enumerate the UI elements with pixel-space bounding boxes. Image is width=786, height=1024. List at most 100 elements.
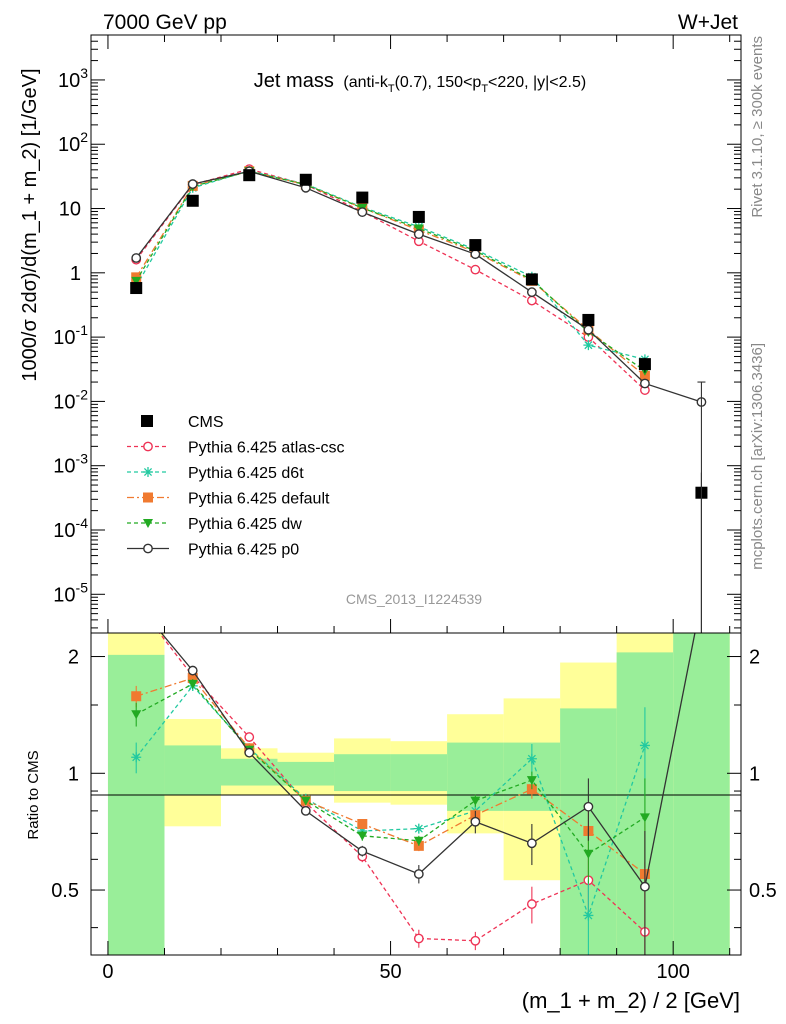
data-point: [638, 358, 651, 371]
series-marker-1: [583, 340, 594, 351]
data-point: [412, 210, 425, 223]
ratio-marker-3: [187, 679, 198, 689]
series-marker-4: [131, 253, 142, 263]
y-tick-label: 10: [59, 199, 81, 221]
ratio-tick-label: 2: [68, 647, 79, 669]
ratio-tick-label: 1: [68, 763, 79, 785]
ratio-band-green: [673, 633, 730, 955]
main-series: [131, 164, 707, 407]
data-point: [243, 169, 256, 182]
ratio-marker-4: [583, 801, 594, 812]
ratio-line-3: [135, 683, 646, 855]
series-marker-3: [413, 224, 424, 234]
legend-label-0: Pythia 6.425 atlas-csc: [188, 440, 345, 457]
ratio-marker-4: [470, 816, 481, 827]
legend-label-4: Pythia 6.425 p0: [188, 542, 299, 559]
legend-label-cms: CMS: [188, 414, 224, 431]
ratio-marker-1: [639, 740, 650, 751]
series-line-2: [135, 170, 646, 377]
chart-title-sub-a: T: [388, 83, 395, 95]
series-marker-3: [131, 276, 142, 286]
chart-title: Jet mass (anti-kT(0.7), 150<pT<220, |y|<…: [254, 70, 586, 95]
x-tick-label: 100: [656, 961, 689, 983]
ratio-marker-3: [526, 776, 537, 786]
y-tick-label: 102: [58, 129, 88, 156]
ratio-line-2: [136, 677, 646, 875]
series-marker-4: [470, 249, 481, 260]
ratio-y-axis-label: Ratio to CMS: [25, 750, 42, 839]
y-axis-label: 1000/σ 2dσ)/d(m_1 + m_2) [1/GeV]: [19, 68, 41, 381]
series-marker-4: [187, 179, 198, 189]
y-tick-label: 10-4: [53, 515, 88, 542]
data-point: [356, 191, 369, 204]
ratio-marker-0: [526, 899, 537, 909]
legend-marker-cms: [141, 415, 153, 427]
ratio-band-green: [390, 754, 448, 792]
y-tick-label: 10-2: [53, 386, 88, 413]
y-tick-label: 10-5: [53, 579, 88, 606]
ratio-marker-0: [244, 732, 255, 742]
data-point: [525, 273, 538, 286]
ratio-marker-3: [300, 796, 311, 806]
ratio-band-green: [164, 745, 221, 795]
series-line-4: [135, 170, 702, 403]
ratio-marker-3: [583, 849, 594, 859]
y-tick-label: 103: [58, 65, 88, 92]
y-tick-label: 1: [70, 263, 81, 285]
legend-label-1: Pythia 6.425 d6t: [188, 465, 304, 482]
series-line-3: [135, 170, 646, 372]
legend-label-2: Pythia 6.425 default: [188, 491, 330, 508]
ratio-marker-4: [640, 881, 650, 892]
ratio-marker-4: [132, 599, 140, 607]
chart-title-main: Jet mass: [254, 70, 334, 92]
ratio-marker-4: [300, 805, 311, 816]
legend-marker-4: [143, 543, 153, 554]
chart-title-detail-b: (0.7), 150<p: [395, 74, 482, 91]
ratio-marker-3: [357, 831, 368, 841]
legend-marker-1: [143, 467, 153, 477]
header-right-label: W+Jet: [678, 11, 738, 34]
ratio-plot-frame: [90, 632, 742, 956]
ratio-marker-0: [132, 599, 140, 607]
ratio-marker-1: [583, 910, 594, 921]
ratio-tick-label-right: 2: [749, 647, 760, 669]
ratio-band-green: [334, 754, 391, 792]
axes-ticks: 0 50 100 10-5 10-4 10-3 10-2 10-1 1 10 102 103 0.5 0.…: [51, 34, 777, 983]
ratio-marker-3: [413, 836, 424, 846]
legend-marker-3: [143, 519, 153, 528]
ratio-marker-2: [357, 819, 368, 830]
series-marker-4: [526, 287, 537, 298]
data-points: [130, 169, 708, 633]
legend-marker-2: [143, 492, 153, 503]
series-marker-4: [357, 207, 368, 217]
chart-title-sub-b: T: [481, 83, 488, 95]
ratio-series: [131, 599, 696, 955]
series-marker-0: [526, 295, 537, 306]
series-marker-4: [413, 229, 424, 240]
ratio-tick-label: 0.5: [51, 880, 79, 902]
chart-title-detail-c: <220, |y|<2.5): [488, 74, 586, 91]
series-marker-4: [640, 378, 650, 389]
ratio-tick-label-right: 0.5: [749, 880, 777, 902]
legend-label-3: Pythia 6.425 dw: [188, 516, 302, 533]
ratio-marker-2: [131, 691, 142, 702]
ratio-marker-0: [470, 935, 481, 946]
ratio-marker-4: [526, 838, 537, 849]
ratio-uncertainty-bands: [107, 633, 730, 955]
data-point: [130, 282, 143, 295]
ratio-marker-4: [244, 747, 255, 758]
data-point: [299, 173, 312, 186]
series-line-1: [135, 170, 646, 361]
ratio-marker-1: [357, 825, 368, 836]
chart-title-detail-a: (anti-k: [343, 74, 388, 91]
ratio-marker-3: [131, 710, 142, 720]
y-tick-label: 10-1: [53, 322, 88, 349]
ratio-marker-2: [187, 673, 198, 684]
ratio-marker-1: [413, 823, 424, 834]
ratio-band-green: [277, 761, 335, 786]
side-label-rivet: Rivet 3.1.10, ≥ 300k events: [749, 36, 766, 218]
header-left-label: 7000 GeV pp: [103, 11, 227, 34]
x-tick-label: 50: [379, 961, 401, 983]
ratio-tick-label-right: 1: [749, 763, 760, 785]
